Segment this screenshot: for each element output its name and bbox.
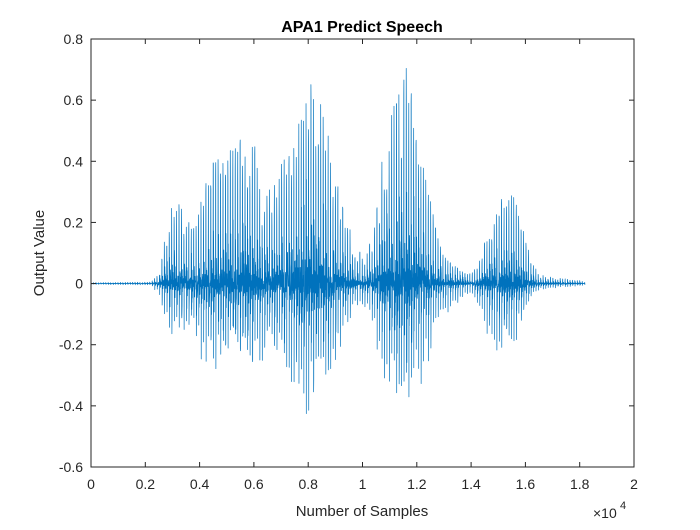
x-tick-label: 0.6 <box>244 476 264 492</box>
x-axis-label: Number of Samples <box>296 503 429 520</box>
y-tick-label: -0.2 <box>59 337 83 353</box>
y-tick-label: -0.4 <box>59 398 83 414</box>
series-line <box>91 67 586 414</box>
y-axis-label: Output Value <box>31 210 48 296</box>
y-tick-label: 0.4 <box>64 153 84 169</box>
x-tick-label: 1 <box>359 476 367 492</box>
x-tick-label: 2 <box>630 476 638 492</box>
x-tick-label: 0 <box>87 476 95 492</box>
y-tick-label: 0 <box>75 276 83 292</box>
y-tick-label: 0.2 <box>64 214 84 230</box>
x-ticks: 0 0.2 0.4 0.6 0.8 1 1.2 1.4 1.6 1.8 2 <box>87 39 638 492</box>
plot-area[interactable] <box>90 38 635 468</box>
y-tick-label: -0.6 <box>59 459 83 475</box>
y-tick-label: 0.6 <box>64 92 84 108</box>
x-exponent-power: 4 <box>620 500 626 512</box>
x-tick-label: 1.2 <box>407 476 427 492</box>
series-group <box>91 67 586 414</box>
x-exponent-base: ×10 <box>593 505 617 521</box>
x-tick-label: 0.8 <box>298 476 318 492</box>
chart-title: APA1 Predict Speech <box>281 19 443 36</box>
x-tick-label: 1.4 <box>461 476 481 492</box>
y-ticks: -0.6 -0.4 -0.2 0 0.2 0.4 0.6 0.8 <box>59 31 634 475</box>
x-tick-label: 0.4 <box>190 476 210 492</box>
axes-background <box>91 39 634 467</box>
y-tick-label: 0.8 <box>64 31 84 47</box>
x-tick-label: 0.2 <box>136 476 156 492</box>
x-tick-label: 1.6 <box>516 476 536 492</box>
x-tick-label: 1.8 <box>570 476 590 492</box>
